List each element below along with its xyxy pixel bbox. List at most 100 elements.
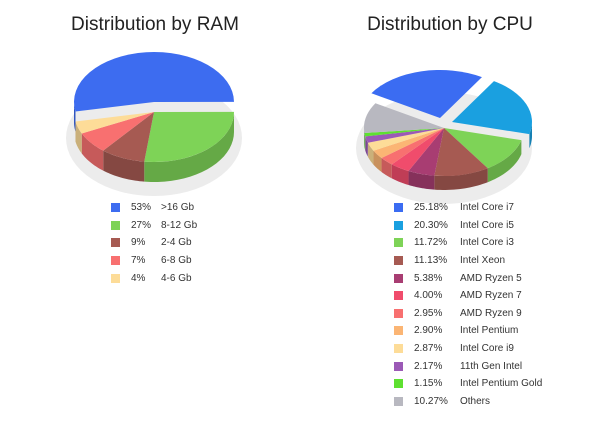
- legend-item: 1.15% Intel Pentium Gold: [394, 375, 564, 393]
- legend-label: 2-4 Gb: [161, 237, 192, 249]
- legend-item: 2.95% AMD Ryzen 9: [394, 305, 564, 323]
- legend-item: 5.38% AMD Ryzen 5: [394, 269, 564, 287]
- legend-label: >16 Gb: [161, 202, 195, 214]
- legend-swatch: [394, 361, 403, 371]
- pie-slice: [363, 103, 444, 133]
- pie-slice-side: [75, 121, 82, 154]
- pie-slice-side: [408, 171, 435, 190]
- cpu-chart-title: Distribution by CPU: [367, 14, 533, 35]
- legend-item: 2.87% Intel Core i9: [394, 340, 564, 358]
- pie-slice: [444, 128, 522, 169]
- legend-swatch: [394, 203, 403, 213]
- pie-slice-side: [391, 164, 409, 186]
- legend-item: 20.30% Intel Core i5: [394, 217, 564, 235]
- legend-label: 11th Gen Intel: [460, 360, 523, 372]
- legend-label: 4-6 Gb: [161, 272, 192, 284]
- pie-slice: [75, 112, 154, 134]
- legend-label: AMD Ryzen 9: [460, 307, 522, 319]
- pie-slice: [452, 81, 532, 135]
- pie-slice-side: [373, 150, 382, 172]
- legend-swatch: [394, 326, 403, 336]
- legend-swatch: [394, 308, 403, 318]
- legend-label: Intel Core i9: [460, 343, 514, 355]
- legend-swatch: [394, 396, 403, 406]
- legend-label: Others: [460, 395, 491, 407]
- legend-item: 2.17% 11th Gen Intel: [394, 357, 564, 375]
- legend-label: AMD Ryzen 5: [460, 272, 522, 284]
- pie-slice-side: [103, 150, 145, 182]
- legend-label: Intel Xeon: [460, 255, 506, 267]
- legend-label: Intel Core i5: [460, 219, 514, 231]
- legend-percent: 25.18%: [414, 202, 448, 214]
- legend-item: 11.13% Intel Xeon: [394, 252, 564, 270]
- legend-label: 6-8 Gb: [161, 255, 192, 267]
- legend-swatch: [111, 203, 120, 213]
- legend-percent: 10.27%: [414, 395, 448, 407]
- legend-label: Intel Core i3: [460, 237, 514, 249]
- pie-slice: [81, 112, 154, 151]
- legend-item: 11.72% Intel Core i3: [394, 234, 564, 252]
- pie-slice: [381, 128, 444, 165]
- legend-swatch: [394, 256, 403, 266]
- legend-swatch: [394, 273, 403, 283]
- legend-swatch: [394, 344, 403, 354]
- legend-percent: 4%: [131, 272, 146, 284]
- pie-slice: [103, 112, 154, 162]
- pie-slice: [434, 128, 488, 177]
- pie-slice-side: [529, 122, 532, 149]
- pie-slice-side: [81, 133, 104, 171]
- legend-percent: 20.30%: [414, 219, 448, 231]
- legend-swatch: [111, 273, 120, 283]
- pie-slice: [364, 128, 444, 137]
- legend-swatch: [111, 220, 120, 230]
- legend-item: 4% 4-6 Gb: [111, 269, 251, 287]
- pie-slice: [391, 128, 444, 172]
- legend-percent: 9%: [131, 237, 146, 249]
- pie-slice: [74, 52, 234, 112]
- legend-item: 9% 2-4 Gb: [111, 234, 251, 252]
- legend-percent: 5.38%: [414, 272, 443, 284]
- legend-percent: 11.72%: [414, 237, 448, 249]
- legend-label: 8-12 Gb: [161, 219, 198, 231]
- pie-slice-side: [367, 142, 374, 165]
- pie-slice-side: [74, 102, 76, 132]
- legend-percent: 27%: [131, 219, 152, 231]
- pie-slice: [371, 69, 482, 118]
- legend-percent: 11.13%: [414, 255, 448, 267]
- ram-legend: 53% >16 Gb 27% 8-12 Gb 9% 2-4 Gb 7% 6-8 Gb 4% 4-6…: [111, 199, 251, 287]
- legend-swatch: [394, 220, 403, 230]
- legend-percent: 7%: [131, 255, 146, 267]
- legend-item: 27% 8-12 Gb: [111, 217, 251, 235]
- legend-swatch: [111, 256, 120, 266]
- pie-slice: [144, 111, 235, 162]
- legend-label: Intel Core i7: [460, 202, 514, 214]
- legend-percent: 4.00%: [414, 290, 443, 302]
- legend-item: 10.27% Others: [394, 393, 564, 411]
- legend-label: AMD Ryzen 7: [460, 290, 522, 302]
- legend-item: 2.90% Intel Pentium: [394, 322, 564, 340]
- legend-item: 4.00% AMD Ryzen 7: [394, 287, 564, 305]
- legend-swatch: [394, 238, 403, 248]
- cpu-legend: 25.18% Intel Core i7 20.30% Intel Core i5 11…: [394, 199, 564, 410]
- legend-percent: 53%: [131, 202, 152, 214]
- legend-percent: 2.95%: [414, 307, 443, 319]
- legend-swatch: [394, 291, 403, 301]
- legend-item: 25.18% Intel Core i7: [394, 199, 564, 217]
- legend-percent: 2.87%: [414, 343, 443, 355]
- legend-percent: 2.17%: [414, 360, 443, 372]
- legend-item: 53% >16 Gb: [111, 199, 251, 217]
- pie-slice: [365, 128, 444, 143]
- legend-percent: 2.90%: [414, 325, 443, 337]
- pie-slice-side: [487, 140, 522, 183]
- pie-slice-side: [381, 157, 392, 179]
- pie-slice-side: [365, 136, 368, 157]
- pie-slice-side: [434, 168, 488, 190]
- legend-label: Intel Pentium: [460, 325, 519, 337]
- pie-slice: [408, 128, 444, 176]
- ram-chart-title: Distribution by RAM: [71, 14, 239, 35]
- legend-label: Intel Pentium Gold: [460, 378, 543, 390]
- legend-swatch: [394, 379, 403, 389]
- pie-slice-side: [144, 112, 234, 182]
